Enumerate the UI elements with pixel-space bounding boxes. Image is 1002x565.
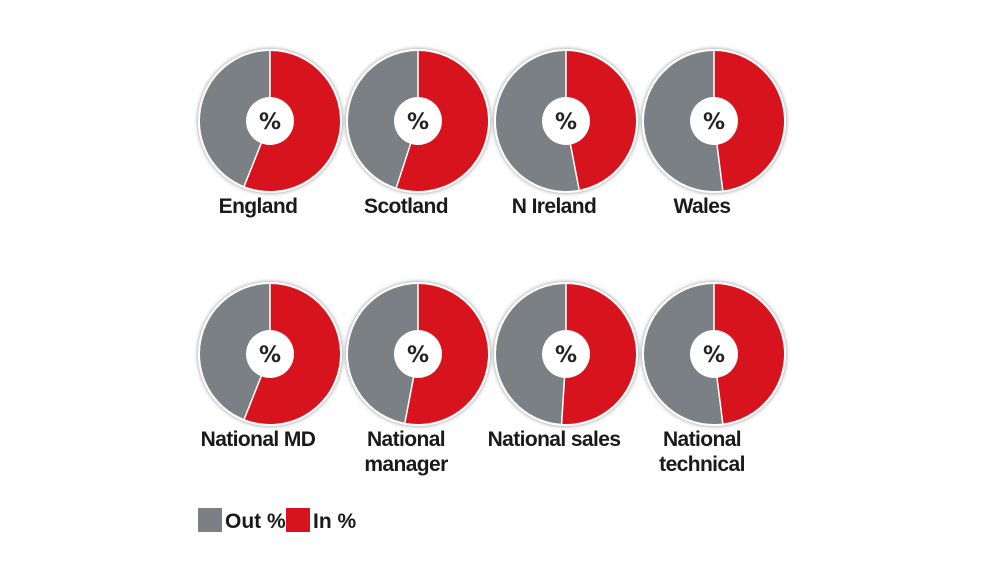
pie-slice-in (396, 51, 489, 191)
pie-category-label: National MD (201, 428, 316, 451)
pie-slice-out (347, 284, 418, 423)
pie-center (394, 330, 442, 378)
pie-slice-out (348, 51, 418, 188)
pie-slice-out (496, 51, 580, 191)
pie-category-label: N Ireland (512, 195, 596, 218)
pie-center (542, 97, 590, 145)
pie-category-label: England (219, 195, 298, 218)
pie-slice-out (200, 51, 270, 187)
pie-center-label: % (703, 110, 725, 135)
pie-category-label: manager (364, 453, 448, 476)
pie-center-label: % (407, 110, 429, 135)
pie-center (542, 330, 590, 378)
pie-slice-out (200, 284, 270, 420)
pie-group: % National sales (488, 282, 638, 451)
pie-center-label: % (259, 343, 281, 368)
pie-group: % Wales (642, 49, 786, 218)
pie-slice-in (714, 284, 785, 424)
pie-center (394, 97, 442, 145)
pie-center (246, 97, 294, 145)
pie-group: % England (198, 49, 342, 218)
pie-slice-out (496, 284, 566, 424)
pie-slice-in (714, 51, 785, 191)
legend: Out % In % (198, 508, 356, 533)
pie-group: % N Ireland (494, 49, 638, 218)
pie-center (690, 330, 738, 378)
pie-slice-out (644, 284, 723, 424)
pie-center (690, 97, 738, 145)
pie-center-label: % (555, 110, 577, 135)
pie-slice-in (566, 51, 637, 190)
pie-category-label: Scotland (364, 195, 448, 218)
legend-label-in: In % (313, 510, 356, 533)
pie-group: % National MD (198, 282, 342, 451)
pie-center (246, 330, 294, 378)
pie-category-label: Wales (674, 195, 731, 218)
pie-category-label: technical (659, 453, 745, 476)
pie-center-label: % (703, 343, 725, 368)
legend-swatch-out (198, 508, 222, 532)
pie-center-label: % (555, 343, 577, 368)
pie-slice-out (644, 51, 723, 191)
pie-category-label: National (367, 428, 445, 451)
pies-layer: % England% Scotland% N Ireland% Wales% Nation… (198, 49, 786, 476)
pie-center-label: % (407, 343, 429, 368)
pie-slice-in (404, 284, 488, 424)
legend-label-out: Out % (225, 510, 286, 533)
pie-group: % Scotland (346, 49, 490, 218)
pie-slice-in (561, 284, 637, 424)
pie-center-label: % (259, 110, 281, 135)
pie-category-label: National (663, 428, 741, 451)
pie-category-label: National sales (488, 428, 621, 451)
legend-swatch-in (286, 508, 310, 532)
